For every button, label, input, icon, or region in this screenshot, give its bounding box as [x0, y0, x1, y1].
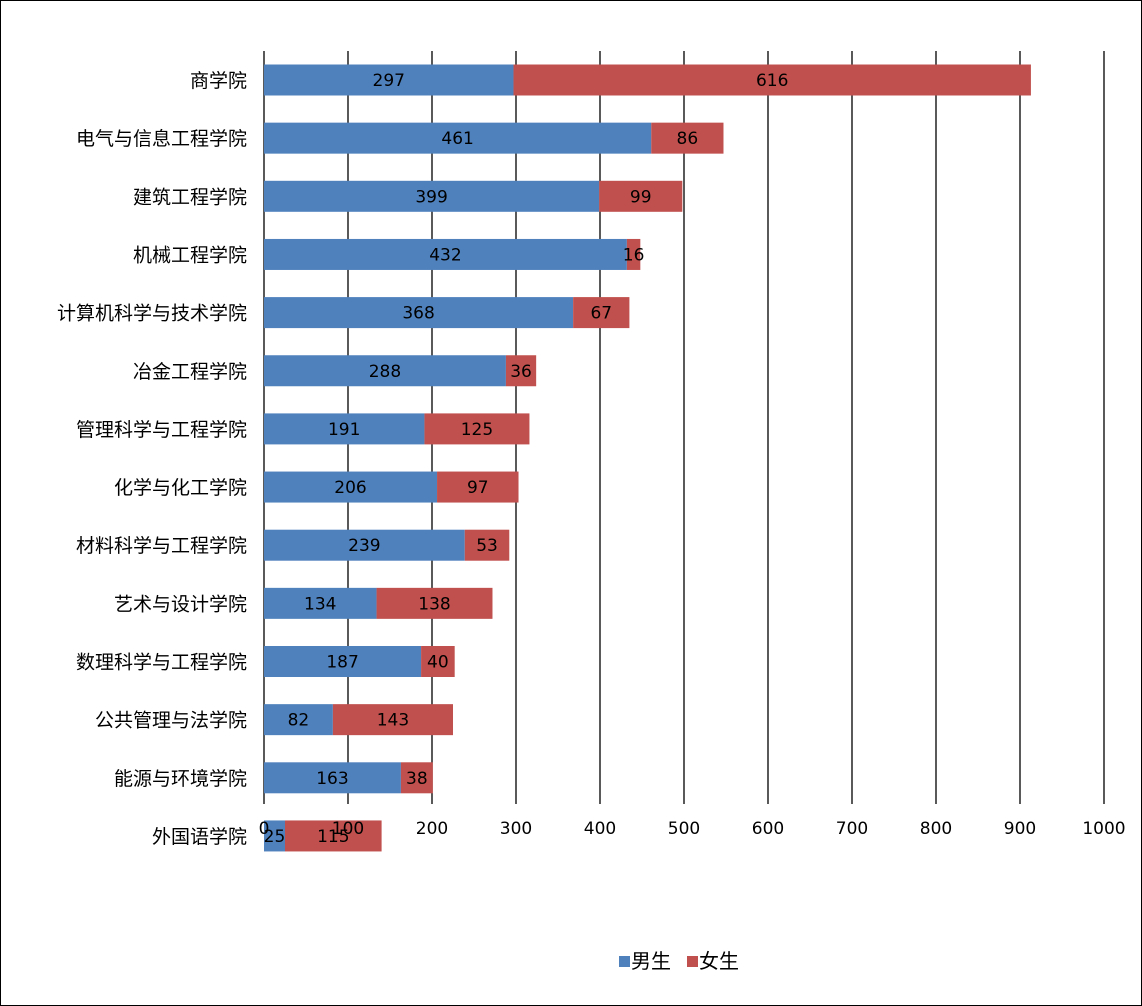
bar-segment-male	[264, 704, 333, 736]
data-label: 206	[334, 478, 366, 498]
bars: 297 616 461 86 399 99 432 16 368 67 288 36 191 125 206…	[264, 64, 1031, 852]
bar-segment-male	[264, 297, 574, 329]
x-tick-label: 200	[416, 819, 448, 839]
data-label: 115	[317, 827, 349, 847]
bar-segment-male	[264, 64, 514, 96]
data-label: 143	[377, 711, 409, 731]
category-label: 机械工程学院	[133, 244, 247, 266]
bar-segment-male	[264, 355, 506, 387]
data-label: 187	[326, 653, 358, 673]
bar-segment-female	[505, 355, 537, 387]
bar-segment-female	[513, 64, 1031, 96]
data-label: 86	[677, 129, 699, 149]
category-label: 公共管理与法学院	[95, 710, 247, 732]
gridlines	[263, 51, 1105, 804]
data-label: 67	[590, 304, 612, 324]
bar-segment-male	[264, 762, 401, 794]
data-label: 239	[348, 536, 380, 556]
data-label: 82	[288, 711, 310, 731]
data-label: 97	[467, 478, 489, 498]
bar-segment-female	[626, 238, 641, 270]
bar-segment-female	[599, 180, 683, 212]
data-label: 125	[461, 420, 493, 440]
data-label: 432	[429, 245, 461, 265]
bar-segment-male	[264, 646, 422, 677]
data-label: 163	[316, 769, 348, 789]
data-label: 53	[476, 536, 498, 556]
legend: 男生 女生	[619, 949, 739, 973]
data-label: 40	[427, 653, 449, 673]
data-label: 38	[406, 769, 428, 789]
data-label: 138	[418, 594, 450, 614]
x-tick-label: 100	[332, 819, 364, 839]
category-label: 化学与化工学院	[114, 477, 247, 499]
category-label: 商学院	[190, 70, 247, 92]
bar-segment-male	[264, 180, 600, 212]
x-tick-label: 400	[584, 819, 616, 839]
data-label: 16	[623, 245, 645, 265]
bar-segment-female	[285, 820, 382, 852]
category-label: 建筑工程学院	[133, 186, 247, 208]
bar-segment-female	[573, 297, 630, 329]
x-tick-label: 600	[752, 819, 784, 839]
category-labels: 商学院电气与信息工程学院建筑工程学院机械工程学院计算机科学与技术学院冶金工程学院…	[57, 70, 247, 848]
legend-swatch-female	[687, 956, 698, 967]
bar-segment-male	[264, 820, 285, 852]
category-label: 艺术与设计学院	[114, 593, 247, 615]
data-label: 25	[264, 827, 286, 847]
data-label: 134	[304, 594, 336, 614]
data-label: 399	[415, 187, 447, 207]
category-label: 材料科学与工程学院	[76, 535, 247, 557]
data-label: 99	[630, 187, 652, 207]
bar-segment-male	[264, 238, 627, 270]
x-tick-label: 700	[836, 819, 868, 839]
category-label: 计算机科学与技术学院	[57, 303, 247, 325]
category-label: 电气与信息工程学院	[76, 128, 247, 150]
bar-segment-female	[421, 646, 455, 677]
data-label: 297	[373, 71, 405, 91]
data-label: 288	[369, 362, 401, 382]
legend-swatch-male	[619, 956, 630, 967]
data-label: 461	[441, 129, 473, 149]
data-label: 368	[402, 304, 434, 324]
bar-segment-female	[464, 529, 510, 561]
category-label: 数理科学与工程学院	[76, 652, 247, 674]
category-label: 能源与环境学院	[114, 768, 247, 790]
legend-label: 男生	[631, 949, 671, 973]
data-label: 616	[756, 71, 788, 91]
category-label: 冶金工程学院	[133, 361, 247, 383]
bar-segment-male	[264, 413, 425, 445]
x-tick-label: 800	[920, 819, 952, 839]
x-tick-label: 500	[668, 819, 700, 839]
data-label: 36	[510, 362, 532, 382]
bar-segment-female	[424, 413, 530, 445]
bar-segment-female	[376, 587, 493, 619]
bar-segment-female	[651, 122, 724, 154]
bar-segment-male	[264, 471, 438, 503]
bar-segment-female	[437, 471, 519, 503]
bar-segment-male	[264, 587, 377, 619]
x-tick-label: 0	[259, 819, 270, 839]
x-tick-label: 900	[1004, 819, 1036, 839]
x-tick-label: 300	[500, 819, 532, 839]
bar-segment-female	[400, 762, 433, 794]
bar-segment-male	[264, 529, 465, 561]
legend-label: 女生	[699, 949, 739, 973]
x-tick-label: 1000	[1082, 819, 1125, 839]
bar-segment-female	[332, 704, 453, 736]
x-tick-labels: 0 100 200 300 400 500 600 700 800 900 1000	[259, 819, 1126, 839]
category-label: 管理科学与工程学院	[76, 419, 247, 441]
data-label: 191	[328, 420, 360, 440]
bar-segment-male	[264, 122, 652, 154]
category-label: 外国语学院	[152, 826, 247, 848]
